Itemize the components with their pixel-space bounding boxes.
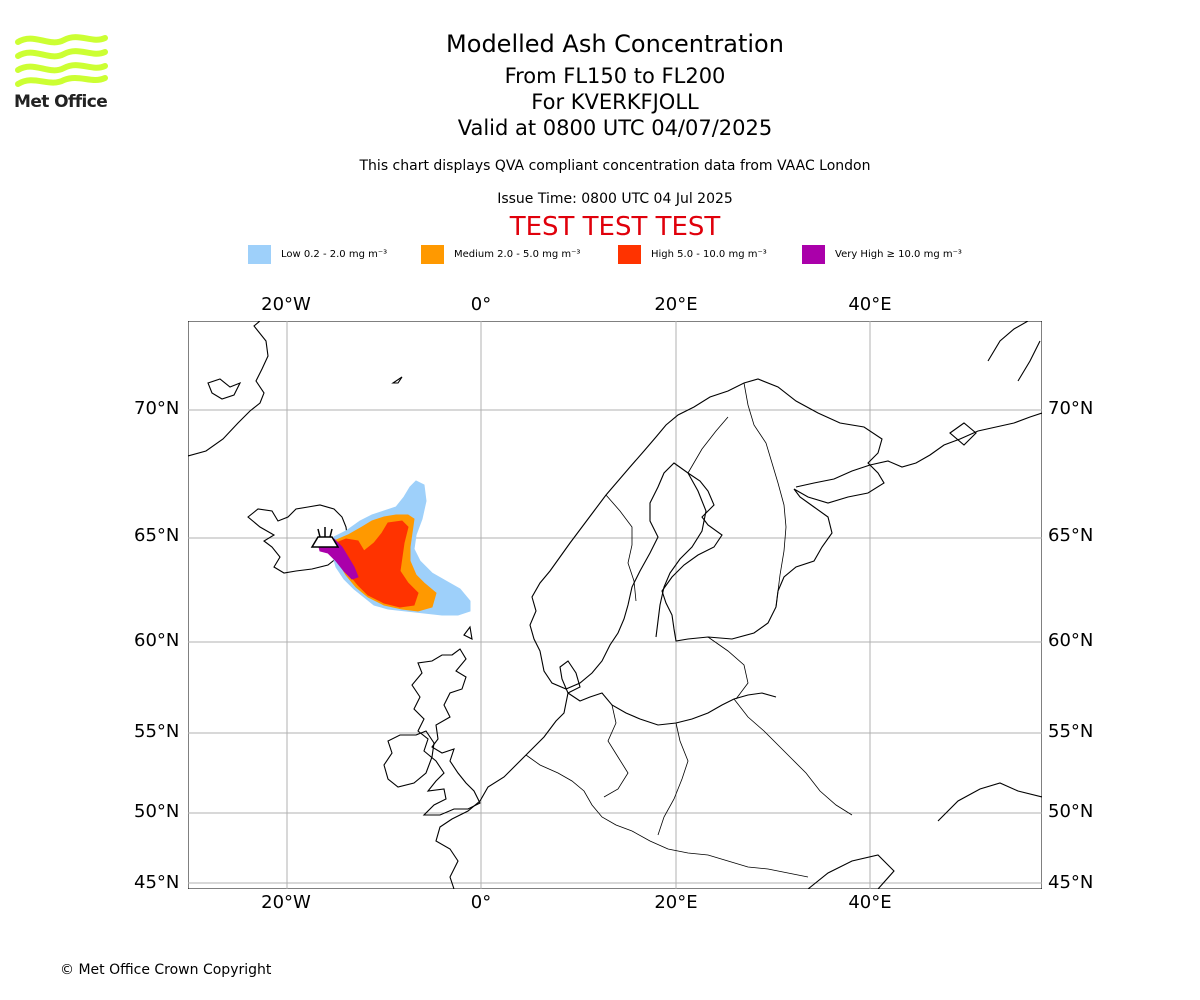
legend-label-medium: Medium 2.0 - 5.0 mg m⁻³ xyxy=(454,248,581,260)
border-central-europe-1 xyxy=(603,704,629,798)
legend-label-high: High 5.0 - 10.0 mg m⁻³ xyxy=(651,248,767,260)
border-finland-russia xyxy=(743,382,787,608)
coastlines xyxy=(188,321,1042,889)
lon-label-top-0: 0° xyxy=(470,294,492,315)
border-sweden-finland xyxy=(687,416,729,474)
lon-label-top-40e: 40°E xyxy=(848,294,892,315)
coast-black-sea xyxy=(807,854,895,889)
volcano-name: For KVERKFJOLL xyxy=(531,90,699,114)
map-gridlines xyxy=(188,321,1042,889)
issue-time: Issue Time: 0800 UTC 04 Jul 2025 xyxy=(497,191,733,207)
volcano-icon xyxy=(310,527,340,548)
legend-item-low: Low 0.2 - 2.0 mg m⁻³ xyxy=(248,244,387,264)
legend-item-very-high: Very High ≥ 10.0 mg m⁻³ xyxy=(802,244,962,264)
test-banner: TEST TEST TEST xyxy=(509,212,721,242)
border-central-europe-2 xyxy=(657,722,689,836)
border-baltics xyxy=(707,636,749,700)
lon-label-top-20e: 20°E xyxy=(654,294,698,315)
border-central-europe-5 xyxy=(631,830,809,878)
coast-denmark xyxy=(559,660,581,694)
coast-baltic-south xyxy=(567,692,777,726)
coast-east xyxy=(937,782,1042,822)
lat-label-right-60n: 60°N xyxy=(1048,630,1094,651)
met-office-logo xyxy=(15,34,108,87)
border-central-europe-3 xyxy=(733,698,853,816)
coast-shetland xyxy=(463,625,473,640)
lat-label-left-45n: 45°N xyxy=(134,872,180,893)
lat-label-left-70n: 70°N xyxy=(134,398,180,419)
legend-swatch-low xyxy=(248,244,271,264)
lat-label-left-50n: 50°N xyxy=(134,801,180,822)
coast-jan-mayen xyxy=(391,376,403,384)
lat-label-right-50n: 50°N xyxy=(1048,801,1094,822)
coast-novaya-zemlya xyxy=(987,321,1041,382)
coast-great-britain xyxy=(411,648,481,816)
border-norway-sweden xyxy=(605,494,637,602)
coast-greenland xyxy=(188,321,269,457)
lat-label-left-55n: 55°N xyxy=(134,721,180,742)
border-central-europe-4 xyxy=(525,754,633,832)
logo-wordmark: Met Office xyxy=(14,92,108,112)
legend-item-high: High 5.0 - 10.0 mg m⁻³ xyxy=(618,244,767,264)
coast-kola xyxy=(795,412,1042,488)
lat-label-right-45n: 45°N xyxy=(1048,872,1094,893)
chart-title: Modelled Ash Concentration xyxy=(446,30,784,58)
legend-swatch-very-high xyxy=(802,244,825,264)
lat-label-left-60n: 60°N xyxy=(134,630,180,651)
lon-label-bottom-40e: 40°E xyxy=(848,892,892,913)
lat-label-left-65n: 65°N xyxy=(134,525,180,546)
coast-gulf-of-bothnia xyxy=(655,472,707,638)
legend-label-very-high: Very High ≥ 10.0 mg m⁻³ xyxy=(835,248,962,260)
lat-label-right-55n: 55°N xyxy=(1048,721,1094,742)
coast-greenland-islands xyxy=(207,378,242,400)
lat-label-right-70n: 70°N xyxy=(1048,398,1094,419)
ash-map xyxy=(188,321,1042,889)
flight-level-range: From FL150 to FL200 xyxy=(504,64,726,88)
lon-label-top-20w: 20°W xyxy=(261,294,311,315)
map-frame xyxy=(188,321,1042,889)
coast-ireland xyxy=(383,730,435,788)
lon-label-bottom-0: 0° xyxy=(470,892,492,913)
legend-label-low: Low 0.2 - 2.0 mg m⁻³ xyxy=(281,248,388,260)
copyright-notice: © Met Office Crown Copyright xyxy=(60,962,272,978)
country-borders xyxy=(525,382,853,878)
coast-west-europe xyxy=(435,692,569,889)
legend-item-medium: Medium 2.0 - 5.0 mg m⁻³ xyxy=(421,244,580,264)
coast-scandinavia xyxy=(529,378,885,690)
legend-swatch-high xyxy=(618,244,641,264)
qva-note: This chart displays QVA compliant concen… xyxy=(359,158,871,174)
lon-label-bottom-20e: 20°E xyxy=(654,892,698,913)
coast-kolguev xyxy=(949,422,977,446)
lat-label-right-65n: 65°N xyxy=(1048,525,1094,546)
ash-high xyxy=(335,520,419,608)
legend-swatch-medium xyxy=(421,244,444,264)
valid-time: Valid at 0800 UTC 04/07/2025 xyxy=(457,116,773,140)
lon-label-bottom-20w: 20°W xyxy=(261,892,311,913)
